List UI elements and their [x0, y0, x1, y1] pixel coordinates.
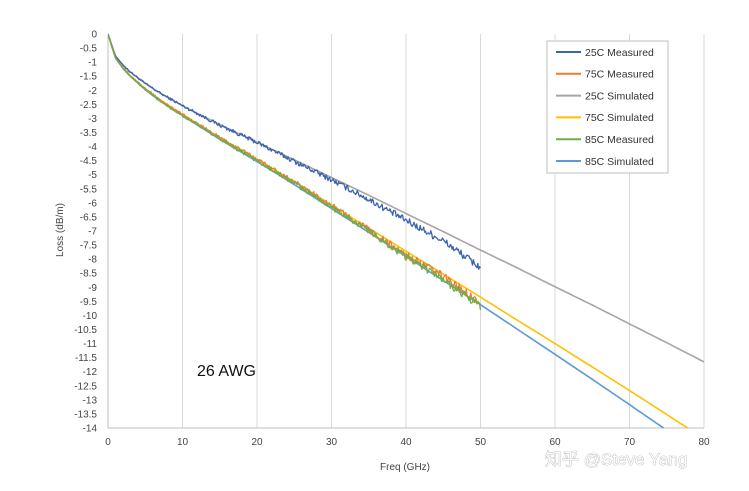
y-tick-label: -9: [88, 283, 97, 294]
legend-label-25c-measured: 25C Measured: [585, 47, 654, 59]
legend-label-75c-simulated: 75C Simulated: [585, 112, 654, 124]
y-tick-label: -3: [88, 114, 97, 125]
y-tick-label: 0: [91, 30, 97, 41]
axes: [107, 34, 704, 429]
y-tick-label: -13: [83, 395, 98, 406]
y-tick-label: -4: [88, 142, 97, 153]
series-line-25c-simulated: [108, 33, 705, 363]
y-tick-label: -11: [83, 339, 97, 350]
x-tick-label: 50: [475, 437, 487, 448]
legend: 25C Measured 75C Measured 25C Simulated 75C…: [546, 40, 669, 174]
legend-label-85c-simulated: 85C Simulated: [585, 156, 654, 168]
y-tick-label: -2: [88, 86, 97, 97]
y-tick-labels: 0 -0.5 -1 -1.5 -2 -2.5 -3 -3.5 -4 -4.5 -5 -5.5 -6 -6.…: [74, 30, 97, 435]
x-tick-label: 10: [177, 437, 189, 448]
legend-label-25c-simulated: 25C Simulated: [585, 90, 654, 102]
y-tick-label: -12: [83, 367, 98, 378]
y-tick-label: -8.5: [80, 269, 98, 280]
series-line-85c-measured: [108, 33, 482, 311]
y-tick-label: -0.5: [80, 44, 98, 55]
y-tick-label: -12.5: [74, 381, 97, 392]
y-tick-label: -4.5: [80, 156, 98, 167]
y-tick-label: -14: [83, 424, 98, 435]
y-tick-label: -11.5: [75, 353, 97, 364]
y-tick-label: -7.5: [80, 241, 98, 252]
y-tick-label: -10.5: [74, 325, 97, 336]
y-tick-label: -10: [83, 311, 98, 322]
x-tick-label: 80: [698, 437, 710, 448]
y-tick-label: -7: [88, 227, 97, 238]
series-line-75c-measured: [108, 33, 481, 305]
y-tick-label: -3.5: [80, 128, 98, 139]
legend-items: 25C Measured 75C Measured 25C Simulated 75C…: [556, 47, 654, 168]
legend-label-75c-measured: 75C Measured: [585, 69, 654, 81]
y-tick-label: -2.5: [80, 100, 98, 111]
y-tick-label: -1: [88, 58, 97, 69]
y-tick-label: -9.5: [80, 297, 98, 308]
x-tick-label: 40: [400, 437, 412, 448]
x-tick-label: 0: [105, 437, 111, 448]
y-tick-label: -6: [88, 198, 97, 209]
x-tick-label: 60: [549, 437, 561, 448]
y-tick-label: -8: [88, 255, 97, 266]
legend-label-85c-measured: 85C Measured: [585, 134, 654, 146]
y-tick-label: -1.5: [80, 72, 98, 83]
x-tick-label: 20: [251, 437, 263, 448]
x-tick-label: 70: [624, 437, 636, 448]
x-axis-title: Freq (GHz): [380, 462, 430, 473]
y-tick-label: -5: [88, 170, 97, 181]
y-tick-label: -13.5: [74, 409, 97, 420]
legend-box: [546, 40, 669, 174]
x-tick-labels: 0 10 20 30 40 50 60 70 80: [105, 437, 710, 448]
y-axis-title: Loss (dB/m): [55, 203, 66, 257]
annotation-26-awg: 26 AWG: [197, 363, 256, 380]
series-line-25c-measured: [108, 33, 482, 270]
watermark: 知乎 @Steve Yang: [545, 450, 687, 469]
y-tick-label: -6.5: [80, 212, 98, 223]
series-lines: [108, 33, 705, 428]
x-tick-label: 30: [326, 437, 338, 448]
y-tick-label: -5.5: [80, 184, 98, 195]
